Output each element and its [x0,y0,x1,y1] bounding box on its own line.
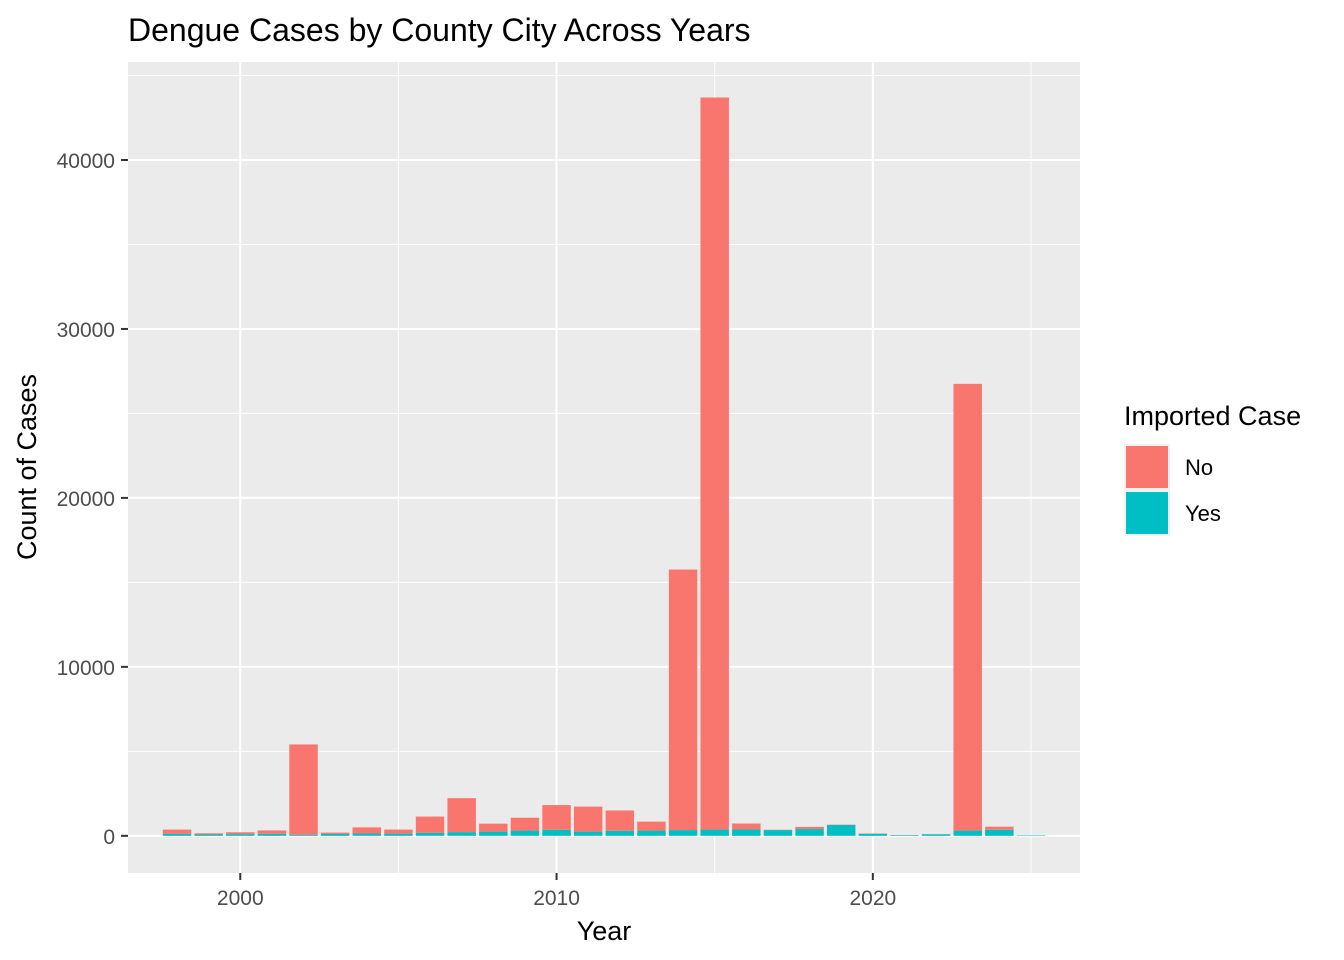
bar-yes-2012 [605,830,635,836]
y-tick-label: 0 [103,826,115,849]
x-tick-label: 2020 [849,887,896,910]
legend: Imported Case No Yes [1124,401,1301,536]
bar-yes-2005 [384,833,413,836]
legend-key-no [1126,446,1168,488]
bar-yes-1999 [194,834,223,836]
x-axis: 2000 2010 2020 [217,873,896,910]
major-gridlines [128,62,1080,873]
bar-yes-2015 [700,829,729,836]
bar-no-2000 [226,832,255,835]
legend-label-yes: Yes [1185,501,1221,526]
bar-no-2024 [985,826,1014,830]
y-axis: 0 10000 20000 30000 40000 [57,150,128,849]
bar-yes-2002 [289,834,318,836]
bar-yes-2009 [510,830,540,836]
bar-yes-2016 [732,829,761,836]
bar-no-2002 [289,744,318,835]
bar-yes-2010 [542,829,571,836]
bar-group [162,97,1046,836]
bar-no-2013 [637,821,666,831]
y-tick-label: 40000 [57,150,115,173]
bar-yes-1998 [162,833,192,836]
y-tick-label: 30000 [57,319,115,342]
legend-label-no: No [1185,455,1213,480]
y-axis-title: Count of Cases [12,374,42,560]
bar-yes-2008 [479,831,508,836]
x-axis-title: Year [577,916,632,946]
bar-yes-2025 [1016,835,1046,836]
bar-yes-2017 [763,830,793,836]
x-tick-label: 2000 [217,887,264,910]
bar-no-2018 [795,826,824,830]
bar-no-2005 [384,829,413,834]
bar-yes-2023 [953,830,982,836]
y-tick-label: 10000 [57,657,115,680]
bar-no-2004 [352,827,382,834]
bar-no-2008 [479,823,508,832]
bar-no-2006 [415,816,445,833]
bar-yes-2011 [573,831,603,836]
bar-no-2003 [320,832,350,834]
bar-no-2011 [573,806,603,832]
bar-yes-2003 [320,833,350,836]
chart-title: Dengue Cases by County City Across Years [128,12,751,48]
bar-no-2023 [953,383,982,831]
bar-yes-2019 [826,825,856,836]
bar-yes-2000 [226,834,255,836]
legend-key-yes [1126,492,1168,534]
bar-yes-2004 [352,833,382,836]
plot-panel [128,62,1080,873]
bar-yes-2022 [921,834,951,836]
bar-no-2010 [542,805,571,830]
bar-no-2007 [447,798,476,833]
bar-yes-2020 [858,833,888,836]
bar-yes-2018 [795,829,824,836]
bar-yes-2007 [447,832,476,836]
bar-yes-2021 [890,835,919,836]
bar-yes-2014 [668,830,698,836]
bar-no-2016 [732,823,761,830]
bar-no-2009 [510,817,540,831]
x-tick-label: 2010 [533,887,580,910]
bar-yes-2001 [257,833,287,836]
bar-yes-2013 [637,830,666,836]
bar-yes-2024 [985,829,1014,836]
bar-no-2014 [668,569,698,831]
bar-no-2015 [700,97,729,830]
y-tick-label: 20000 [57,488,115,511]
bar-no-2012 [605,810,635,831]
bar-no-2001 [257,830,287,834]
bar-no-1999 [194,833,223,835]
bar-yes-2006 [415,832,445,836]
bar-no-1998 [162,829,192,834]
legend-title: Imported Case [1124,401,1301,431]
